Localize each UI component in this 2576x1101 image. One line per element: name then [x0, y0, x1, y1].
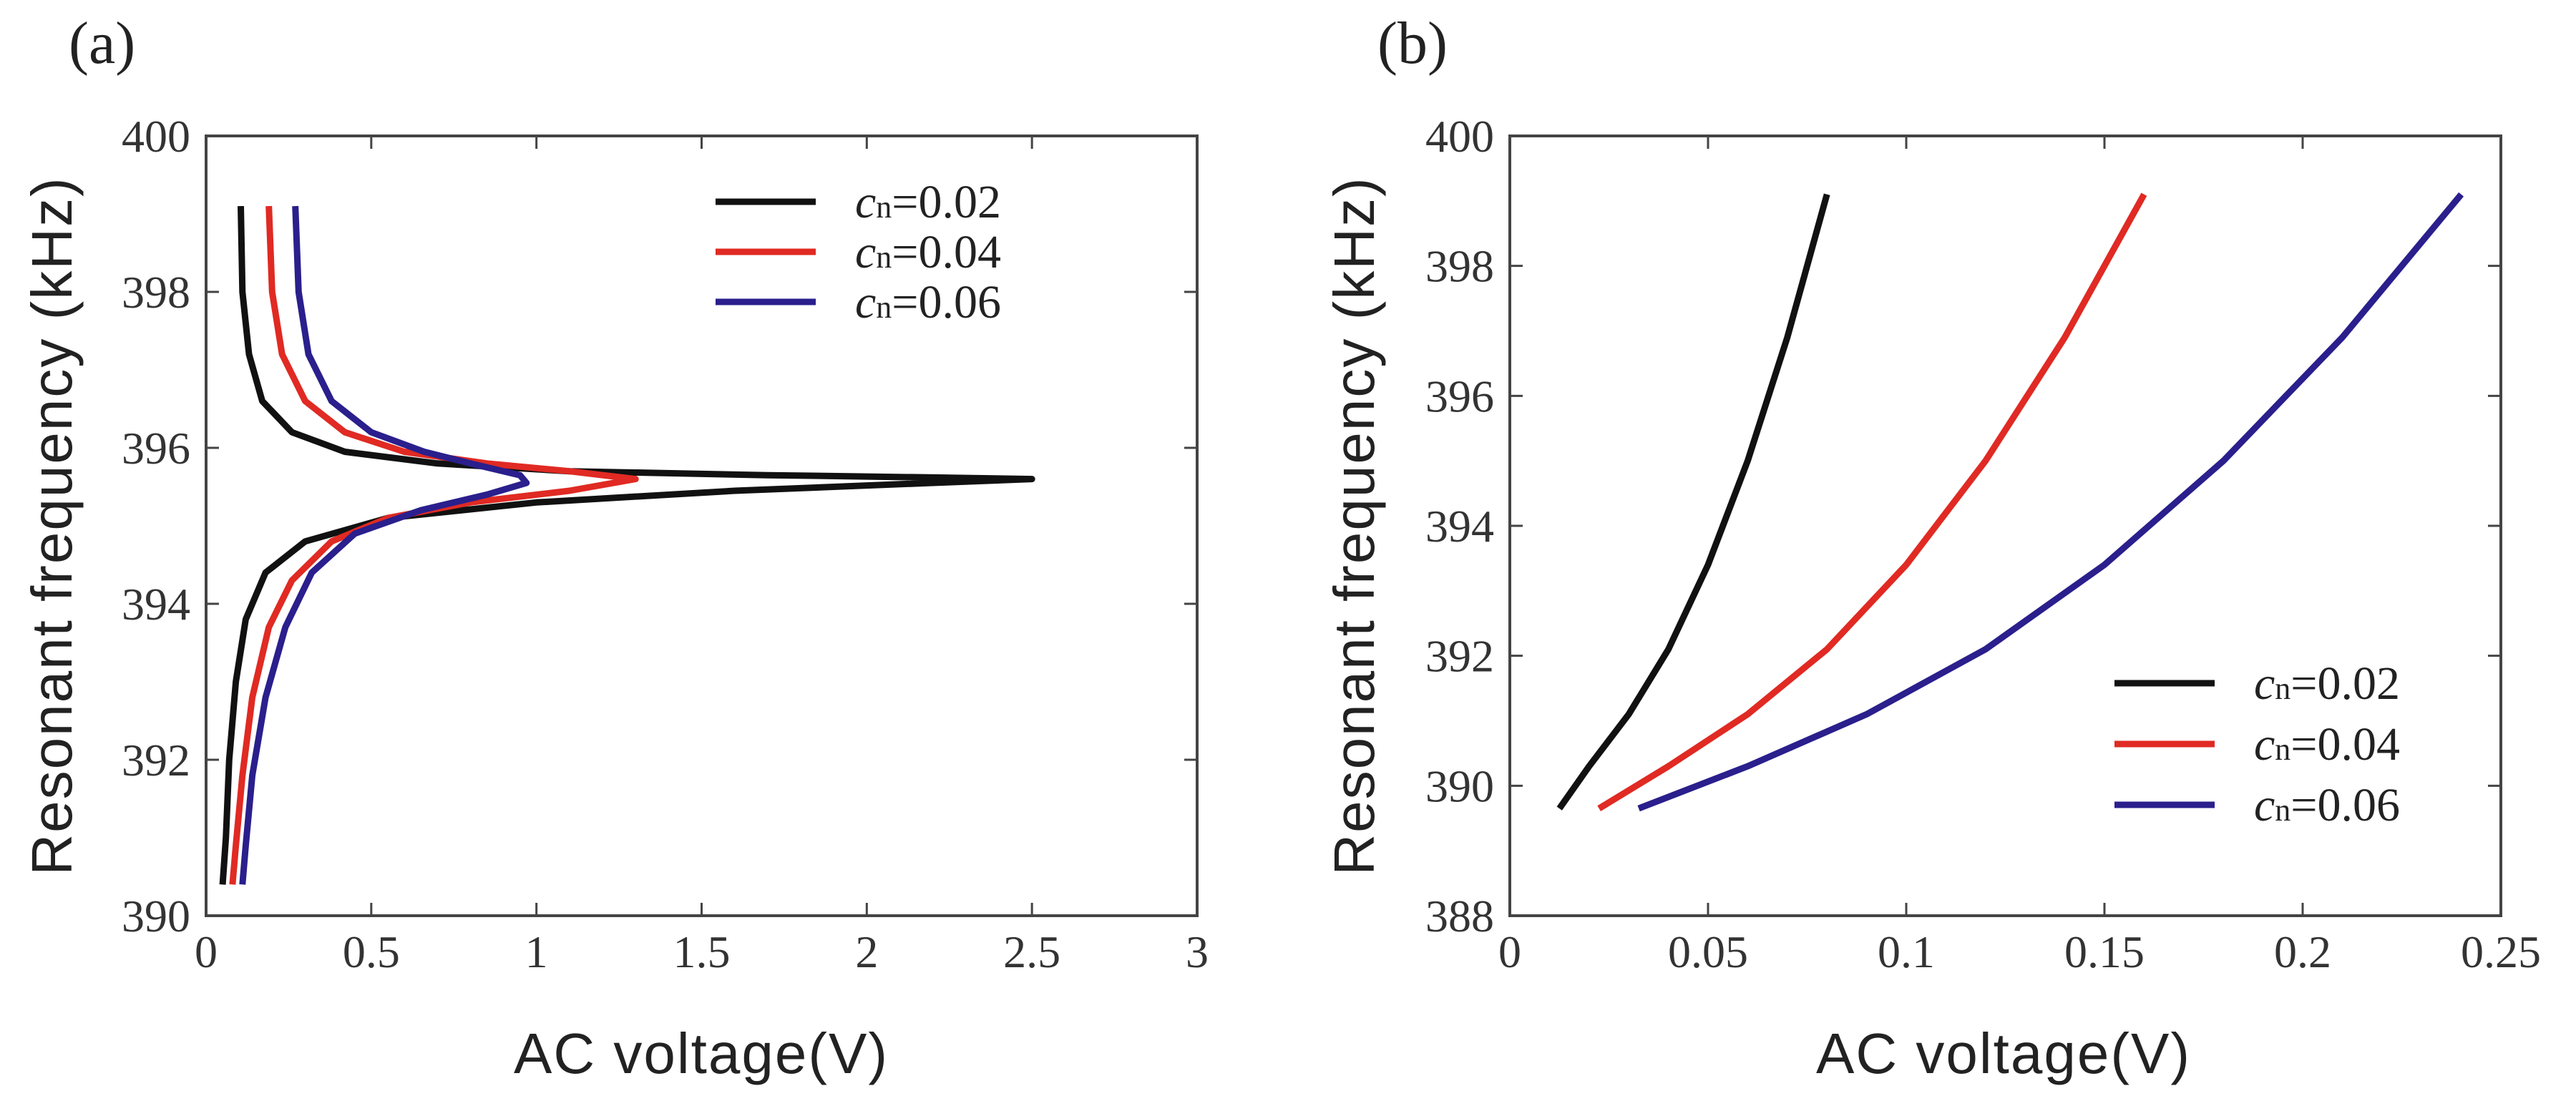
panel-a-x-tick-label: 0 — [195, 926, 218, 977]
panel-a-x-tick-label: 0.5 — [343, 926, 400, 977]
panel-b-label: (b) — [1377, 10, 1448, 77]
panel-b-x-tick-label: 0.05 — [1668, 926, 1748, 977]
panel-a-y-tick-label: 400 — [122, 111, 190, 162]
panel-b-y-tick-label: 390 — [1425, 760, 1494, 811]
panel-b-plot-area — [1556, 192, 2464, 812]
panel-b-y-tick-label: 398 — [1425, 241, 1494, 292]
panel-b-legend-label: cn=0.02 — [2254, 657, 2400, 710]
panel-a-plot-area — [219, 205, 1035, 885]
panel-a-ticks: 0 0.5 1 1.5 2 2.5 3 390 392 394 396 398 400 — [122, 111, 1209, 977]
panel-b-x-tick-label: 0.15 — [2064, 926, 2145, 977]
panel-b-y-axis-label: Resonant frequency (kHz) — [1322, 176, 1386, 875]
panel-a-legend-item: cn=0.04 — [716, 226, 1001, 278]
panel-b-y-tick-label: 396 — [1425, 371, 1494, 421]
panel-a-y-tick-label: 392 — [122, 735, 190, 786]
panel-a-legend-label: cn=0.04 — [855, 226, 1001, 278]
panel-a-x-tick-label: 2.5 — [1003, 926, 1060, 977]
panel-b-x-tick-label: 0 — [1498, 926, 1521, 977]
panel-a-x-tick-label: 1.5 — [673, 926, 731, 977]
panel-a-series-1-line — [219, 206, 1035, 885]
panel-a-legend-item: cn=0.06 — [716, 276, 1001, 328]
panel-a-y-tick-label: 396 — [122, 423, 190, 474]
panel-a-label: (a) — [69, 10, 135, 77]
panel-a-y-tick-label: 390 — [122, 891, 190, 941]
panel-b-legend-label: cn=0.06 — [2254, 779, 2400, 831]
panel-a-x-axis-label: AC voltage(V) — [514, 1022, 889, 1085]
panel-b-series-1-line — [1556, 193, 1830, 811]
panel-b-ticks: 0 0.05 0.1 0.15 0.2 0.25 388 390 392 394 396 398 400 — [1425, 111, 2541, 977]
panel-a-y-tick-label: 398 — [122, 267, 190, 318]
panel-a-x-tick-label: 3 — [1186, 926, 1209, 977]
panel-b-series-3-line — [1637, 192, 2464, 812]
panel-b-y-tick-label: 388 — [1425, 891, 1494, 941]
panel-a-series-3-line — [239, 205, 530, 885]
panel-b-legend-item: cn=0.06 — [2114, 779, 2400, 831]
panel-b-y-tick-label: 394 — [1425, 501, 1494, 552]
panel-b-legend-item: cn=0.02 — [2114, 657, 2400, 710]
panel-a-legend-label: cn=0.02 — [855, 176, 1001, 228]
panel-b-x-tick-label: 0.1 — [1878, 926, 1935, 977]
panel-b-legend: cn=0.02 cn=0.04 cn=0.06 — [2114, 657, 2400, 831]
panel-b-x-axis-label: AC voltage(V) — [1816, 1022, 2191, 1085]
panel-b-legend-item: cn=0.04 — [2114, 718, 2400, 770]
panel-b-x-tick-label: 0.2 — [2274, 926, 2331, 977]
panel-a-x-tick-label: 2 — [855, 926, 878, 977]
panel-b-x-tick-label: 0.25 — [2461, 926, 2541, 977]
panel-b-legend-label: cn=0.04 — [2254, 718, 2400, 770]
chart-panel-b: (b) 0 0.05 0.1 0.15 0.2 0.25 388 390 392 394 396 39… — [1322, 10, 2541, 1085]
panel-a-y-axis-label: Resonant frequency (kHz) — [20, 176, 84, 875]
panel-b-y-tick-label: 392 — [1425, 631, 1494, 682]
panel-a-legend-item: cn=0.02 — [716, 176, 1001, 228]
panel-b-y-tick-label: 400 — [1425, 111, 1494, 162]
chart-panel-a: (a) 0 0.5 1 1.5 2 2.5 3 390 392 394 396 398 400 AC v… — [20, 10, 1209, 1085]
panel-a-y-tick-label: 394 — [122, 579, 190, 630]
panel-a-series-2-line — [229, 205, 639, 885]
panel-b-series-2-line — [1597, 192, 2147, 811]
panel-a-legend-label: cn=0.06 — [855, 276, 1001, 328]
panel-a-x-tick-label: 1 — [525, 926, 548, 977]
